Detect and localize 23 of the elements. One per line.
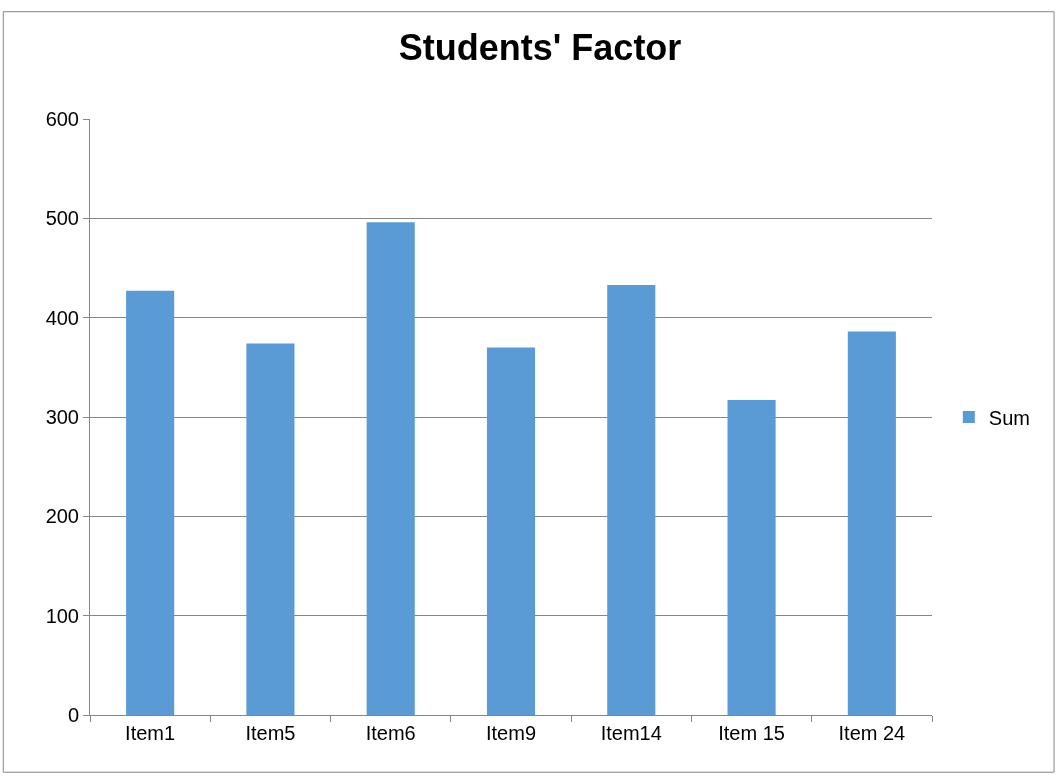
- bar: [126, 290, 175, 715]
- bar: [847, 331, 896, 715]
- y-tick-label: 100: [45, 604, 79, 627]
- bar: [366, 222, 415, 715]
- y-tick-label: 200: [45, 505, 79, 528]
- bar: [246, 343, 295, 715]
- y-tick-label: 400: [45, 306, 79, 329]
- y-tick-label: 500: [45, 207, 79, 230]
- x-tick-label: Item 24: [838, 722, 906, 744]
- bar: [486, 347, 536, 715]
- x-tick-label: Item 15: [718, 722, 785, 744]
- x-tick-label: Item14: [600, 722, 662, 744]
- bar: [727, 400, 776, 715]
- y-tick-label: 0: [67, 704, 79, 726]
- y-tick-label: 300: [45, 406, 79, 428]
- x-tick-label: Item6: [365, 722, 416, 744]
- chart-title: Students' Factor: [398, 27, 682, 69]
- x-tick-label: Item1: [125, 722, 176, 744]
- y-tick-label: 600: [45, 108, 79, 130]
- x-tick-label: Item5: [245, 722, 296, 744]
- x-tick-label: Item9: [485, 722, 537, 744]
- legend-label: Sum: [988, 406, 1030, 429]
- bar: [607, 284, 656, 715]
